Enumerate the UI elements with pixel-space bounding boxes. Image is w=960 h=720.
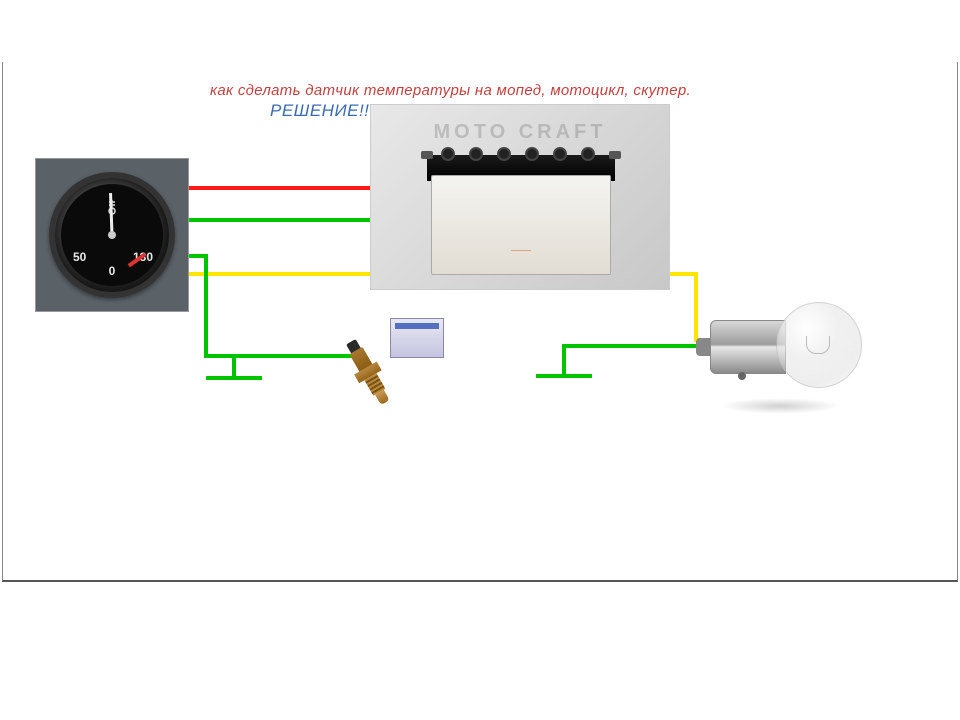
battery-cap: [497, 147, 511, 161]
battery-body: ——: [431, 175, 611, 275]
gauge-bezel: 50 0 130: [49, 172, 175, 298]
gauge-hub: [108, 231, 116, 239]
bulb-bayonet-pin: [738, 372, 746, 380]
bulb-shadow: [720, 398, 840, 414]
wire-green: [204, 354, 356, 358]
wire-red: [188, 186, 394, 190]
gauge-face: 50 0 130: [61, 184, 163, 286]
sensor-box-stripe: [395, 323, 439, 329]
battery-cap: [525, 147, 539, 161]
battery-panel: MOTO CRAFT ——: [370, 104, 670, 290]
title-line1: как сделать датчик температуры на мопед,…: [210, 82, 691, 99]
battery-terminal-neg: [421, 151, 433, 159]
bulb-base: [710, 320, 786, 374]
sensor-package-box: [390, 318, 444, 358]
sensor-tip: [375, 390, 390, 405]
wire-green: [204, 254, 208, 354]
gauge-min-label: 50: [73, 250, 86, 264]
wire-green: [562, 344, 696, 348]
battery-watermark: MOTO CRAFT: [371, 121, 669, 144]
wire-green: [206, 376, 262, 380]
diagram-canvas: как сделать датчик температуры на мопед,…: [0, 0, 960, 720]
wire-yellow: [694, 272, 698, 338]
battery-terminal-pos: [609, 151, 621, 159]
battery-cap: [441, 147, 455, 161]
bulb-filament: [806, 336, 830, 354]
battery-label: ——: [511, 245, 531, 256]
battery-cap: [553, 147, 567, 161]
battery-cap: [469, 147, 483, 161]
wire-green: [536, 374, 592, 378]
wire-green: [562, 344, 566, 374]
temperature-gauge: 50 0 130: [35, 158, 189, 312]
gauge-mid-label: 0: [109, 264, 116, 278]
battery-cap: [581, 147, 595, 161]
wire-green: [232, 354, 236, 376]
